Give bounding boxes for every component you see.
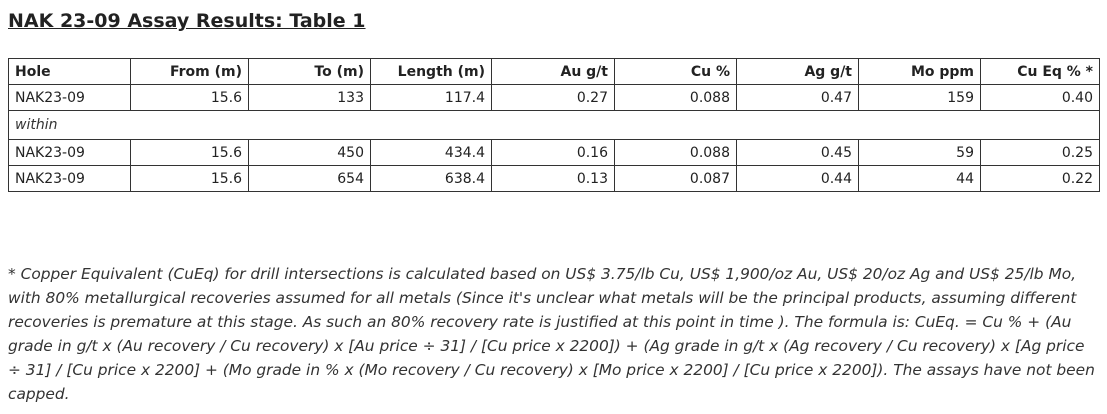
assay-table: Hole From (m) To (m) Length (m) Au g/t Cu % Ag… — [8, 58, 1100, 192]
table-cell: 654 — [248, 165, 371, 192]
table-head: Hole From (m) To (m) Length (m) Au g/t Cu % Ag… — [8, 58, 1100, 85]
table-cell: NAK23-09 — [8, 84, 131, 111]
column-header: Cu % — [614, 58, 737, 85]
table-cell: 0.22 — [980, 165, 1100, 192]
table-cell: 15.6 — [130, 165, 249, 192]
table-cell: 0.088 — [614, 84, 737, 111]
table-row: NAK23-09 15.6 450 434.4 0.16 0.088 0.45 59 0.25 — [8, 139, 1100, 166]
column-header: Au g/t — [491, 58, 615, 85]
column-header: Hole — [8, 58, 131, 85]
table-cell: 0.25 — [980, 139, 1100, 166]
table-cell: 450 — [248, 139, 371, 166]
column-header: Cu Eq % * — [980, 58, 1100, 85]
table-cell: 15.6 — [130, 139, 249, 166]
table-cell: 133 — [248, 84, 371, 111]
table-cell: 0.13 — [491, 165, 615, 192]
table-row: NAK23-09 15.6 654 638.4 0.13 0.087 0.44 44 0.22 — [8, 165, 1100, 192]
table-cell: 0.40 — [980, 84, 1100, 111]
table-cell: NAK23-09 — [8, 165, 131, 192]
table-cell: 44 — [858, 165, 981, 192]
header-row: Hole From (m) To (m) Length (m) Au g/t Cu % Ag… — [8, 58, 1100, 85]
table-cell: 0.47 — [736, 84, 859, 111]
table-cell: 0.27 — [491, 84, 615, 111]
column-header: To (m) — [248, 58, 371, 85]
table-row: NAK23-09 15.6 133 117.4 0.27 0.088 0.47 159 0.40 — [8, 84, 1100, 111]
table-row: within — [8, 110, 1100, 140]
table-cell: 0.45 — [736, 139, 859, 166]
table-cell: 15.6 — [130, 84, 249, 111]
table-cell: 0.087 — [614, 165, 737, 192]
table-body: NAK23-09 15.6 133 117.4 0.27 0.088 0.47 159 0.40… — [8, 84, 1100, 192]
table-cell: 434.4 — [370, 139, 492, 166]
table-cell: 0.16 — [491, 139, 615, 166]
column-header: Mo ppm — [858, 58, 981, 85]
table-cell: 59 — [858, 139, 981, 166]
table-cell: 159 — [858, 84, 981, 111]
section-label: within — [8, 110, 1100, 140]
table-cell: 0.088 — [614, 139, 737, 166]
column-header: From (m) — [130, 58, 249, 85]
column-header: Ag g/t — [736, 58, 859, 85]
table-cell: NAK23-09 — [8, 139, 131, 166]
title: NAK 23-09 Assay Results: Table 1 — [8, 10, 366, 32]
table-cell: 0.44 — [736, 165, 859, 192]
footnote: * Copper Equivalent (CuEq) for drill int… — [8, 265, 1095, 403]
table-cell: 638.4 — [370, 165, 492, 192]
column-header: Length (m) — [370, 58, 492, 85]
table-cell: 117.4 — [370, 84, 492, 111]
